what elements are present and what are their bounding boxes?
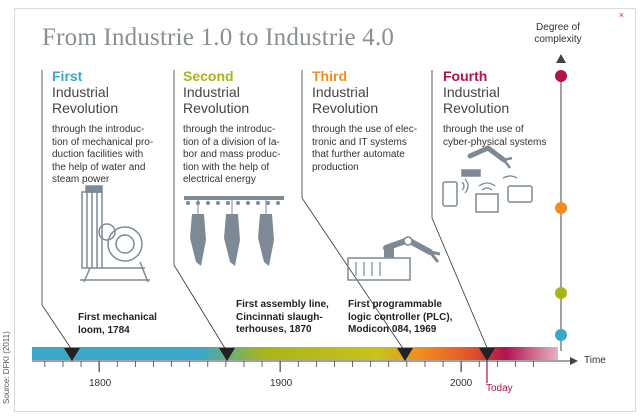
slaughter-line-icon: [184, 196, 284, 266]
complexity-dot-second: [555, 287, 567, 299]
era-number: Second: [183, 68, 234, 84]
today-label: Today: [486, 383, 513, 394]
timeline-band: [32, 347, 558, 360]
era-description: through the introduc- tion of a division…: [183, 124, 281, 185]
close-icon[interactable]: ×: [618, 10, 624, 20]
complexity-dot-fourth: [555, 70, 567, 82]
complexity-arrow-icon: [556, 54, 566, 63]
era-description: through the use of cyber-physical system…: [443, 124, 547, 148]
milestone-marker-1870: [219, 348, 235, 361]
source-credit: Source: DFKI (2011): [2, 331, 11, 404]
era-second: Second Industrial Revolution through the…: [183, 68, 303, 187]
page-title: From Industrie 1.0 to Industrie 4.0: [42, 24, 395, 51]
era-divider-second: [173, 70, 227, 351]
era-description: through the introduc- tion of mechanical…: [52, 124, 154, 185]
milestone-loom: First mechanical loom, 1784: [78, 312, 157, 336]
era-description: through the use of elec- tronic and IT s…: [312, 124, 418, 173]
milestone-marker-1784: [64, 348, 80, 361]
tick-label-1800: 1800: [89, 378, 112, 389]
complexity-dot-third: [555, 202, 567, 214]
era-divider-fourth: [431, 70, 489, 351]
milestone-assembly-line: First assembly line, Cincinnati slaugh- …: [236, 299, 329, 335]
milestone-marker-today: [479, 348, 495, 361]
milestone-plc: First programmable logic controller (PLC…: [348, 299, 453, 335]
tick-label-1900: 1900: [270, 378, 293, 389]
complexity-dot-first: [555, 329, 567, 341]
era-number: Third: [312, 68, 347, 84]
era-divider-first: [41, 70, 73, 351]
time-arrow-icon: [570, 357, 578, 365]
degree-of-complexity-label: Degree of complexity: [534, 22, 582, 45]
era-number: First: [52, 68, 83, 84]
loom-icon: [80, 185, 150, 283]
era-divider-third: [301, 70, 405, 351]
era-first: First Industrial Revolution through the …: [52, 68, 174, 187]
cyber-physical-devices-icon: [442, 145, 533, 213]
milestone-marker-1969: [397, 348, 413, 361]
time-label: Time: [584, 355, 606, 366]
era-fourth: Fourth Industrial Revolution through the…: [443, 68, 555, 149]
era-number: Fourth: [443, 68, 488, 84]
tick-label-2000: 2000: [450, 378, 473, 389]
robot-arm-icon: [347, 236, 441, 281]
era-third: Third Industrial Revolution through the …: [312, 68, 434, 174]
infographic-frame: [14, 8, 636, 412]
